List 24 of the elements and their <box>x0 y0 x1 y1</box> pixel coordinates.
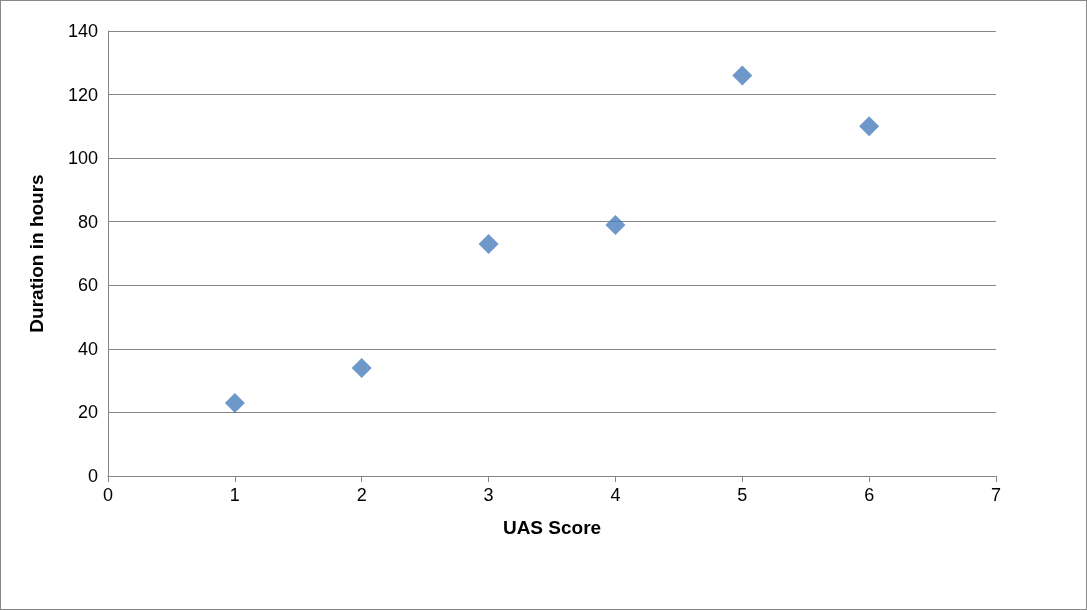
x-tick-label: 0 <box>102 485 114 505</box>
point <box>351 357 372 378</box>
point <box>224 392 245 413</box>
point <box>478 233 499 254</box>
x-tick-label: 7 <box>990 485 1002 505</box>
point <box>732 65 753 86</box>
x-tick-label: 3 <box>483 485 494 505</box>
x-tick-label: 1 <box>229 485 240 505</box>
y-tick-label: 40 <box>77 338 98 359</box>
x-axis-title: UAS Score <box>502 517 602 538</box>
y-tick-label: 140 <box>67 21 98 41</box>
y-tick-label: 0 <box>87 466 98 486</box>
y-tick-label: 100 <box>67 148 98 169</box>
point <box>859 116 880 137</box>
y-tick-label: 20 <box>77 402 98 423</box>
x-tick-label: 4 <box>610 485 621 505</box>
y-tick-label: 120 <box>67 84 98 105</box>
y-tick-label: 80 <box>77 211 98 232</box>
point <box>605 214 626 235</box>
y-tick-label: 60 <box>77 275 98 296</box>
x-tick-label: 2 <box>356 485 367 505</box>
x-tick-label: 5 <box>737 485 748 505</box>
x-tick-label: 6 <box>864 485 875 505</box>
y-axis-title: Duration in hours <box>26 174 47 333</box>
